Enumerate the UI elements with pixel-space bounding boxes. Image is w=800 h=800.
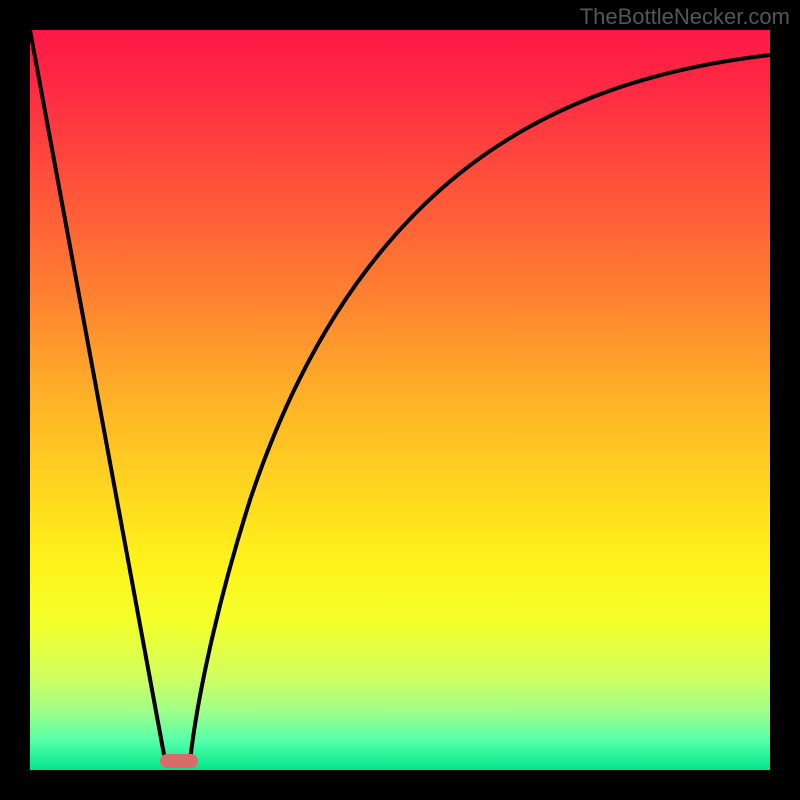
bottleneck-chart: [0, 0, 800, 800]
bottleneck-marker: [160, 754, 198, 768]
plot-background-gradient: [30, 30, 770, 770]
chart-container: TheBottleNecker.com: [0, 0, 800, 800]
